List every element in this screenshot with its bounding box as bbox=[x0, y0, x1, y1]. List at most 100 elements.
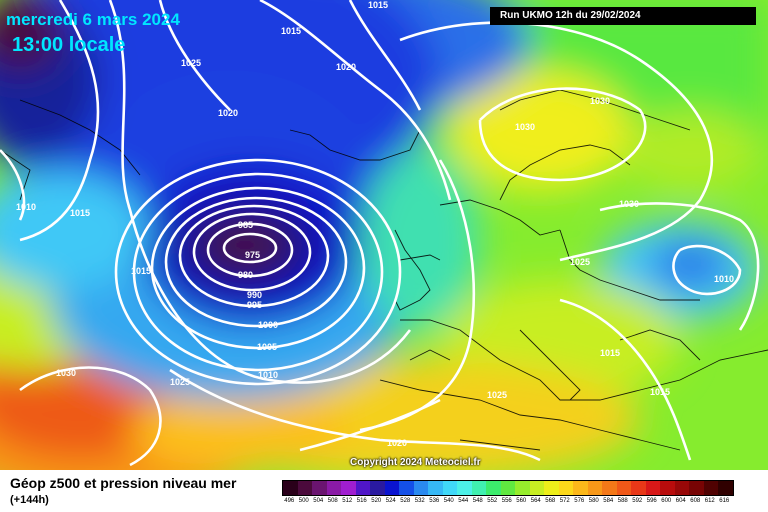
isobar-label: 1030 bbox=[590, 96, 610, 106]
isobar-label: 1025 bbox=[570, 257, 590, 267]
legend-swatch bbox=[370, 481, 385, 495]
legend-swatch bbox=[312, 481, 327, 495]
legend-label: 508 bbox=[327, 498, 338, 504]
legend-swatch bbox=[529, 481, 544, 495]
legend-label: 576 bbox=[574, 498, 585, 504]
legend-swatch bbox=[602, 481, 617, 495]
geopotential-field bbox=[0, 0, 768, 470]
isobar-label: 1030 bbox=[619, 199, 639, 209]
legend-swatch bbox=[660, 481, 675, 495]
legend-label: 544 bbox=[458, 498, 469, 504]
color-scale-legend: 496 500 504 508 512 516 520 524 528 532 536 540 544 5… bbox=[282, 480, 734, 504]
isobar-label: 1010 bbox=[714, 274, 734, 284]
legend-swatch bbox=[703, 481, 718, 495]
isobar-label: 1015 bbox=[650, 387, 670, 397]
legend-label: 516 bbox=[356, 498, 367, 504]
isobar-label: 1010 bbox=[16, 202, 36, 212]
legend-swatch bbox=[326, 481, 341, 495]
legend-swatch bbox=[297, 481, 312, 495]
forecast-date: mercredi 6 mars 2024 bbox=[6, 10, 180, 29]
legend-swatch bbox=[341, 481, 356, 495]
isobar-label: 980 bbox=[238, 270, 253, 280]
legend-swatch bbox=[544, 481, 559, 495]
forecast-local-time: 13:00 locale bbox=[12, 34, 126, 56]
legend-label: 604 bbox=[675, 498, 686, 504]
legend-swatch bbox=[587, 481, 602, 495]
legend-label: 608 bbox=[690, 498, 701, 504]
legend-label: 504 bbox=[313, 498, 324, 504]
isobar-label: 1030 bbox=[515, 122, 535, 132]
legend-swatch bbox=[486, 481, 501, 495]
legend-swatch bbox=[500, 481, 515, 495]
map-footer: Géop z500 et pression niveau mer (+144h)… bbox=[0, 470, 768, 512]
isobar-label: 1015 bbox=[600, 348, 620, 358]
isobar-label: 985 bbox=[238, 220, 253, 230]
isobar-label: 990 bbox=[247, 290, 262, 300]
legend-label: 524 bbox=[385, 498, 396, 504]
coastlines bbox=[0, 89, 768, 451]
legend-label: 596 bbox=[646, 498, 657, 504]
legend-swatch bbox=[355, 481, 370, 495]
legend-label: 520 bbox=[371, 498, 382, 504]
legend-label: 616 bbox=[719, 498, 730, 504]
legend-swatch bbox=[689, 481, 704, 495]
legend-label: 588 bbox=[617, 498, 628, 504]
isobar-label: 995 bbox=[247, 300, 262, 310]
legend-label: 552 bbox=[487, 498, 498, 504]
legend-swatch bbox=[645, 481, 660, 495]
forecast-lead-time: (+144h) bbox=[10, 494, 49, 506]
legend-label: 528 bbox=[400, 498, 411, 504]
legend-label: 580 bbox=[588, 498, 599, 504]
legend-label: 564 bbox=[530, 498, 541, 504]
legend-label: 560 bbox=[516, 498, 527, 504]
legend-label: 536 bbox=[429, 498, 440, 504]
legend-swatch bbox=[457, 481, 472, 495]
legend-label: 500 bbox=[298, 498, 309, 504]
isobar-label: 1000 bbox=[258, 320, 278, 330]
isobar-label: 1015 bbox=[368, 0, 388, 10]
legend-swatch bbox=[558, 481, 573, 495]
pressure-labels: 1015 1015 1025 1020 1020 1010 1015 1015 985 975 98… bbox=[16, 0, 734, 448]
legend-label: 548 bbox=[472, 498, 483, 504]
legend-swatch bbox=[471, 481, 486, 495]
legend-label: 556 bbox=[501, 498, 512, 504]
isobar-label: 1025 bbox=[181, 58, 201, 68]
isobar-lines bbox=[0, 0, 760, 467]
isobar-label: 1025 bbox=[170, 377, 190, 387]
isobar-label: 975 bbox=[245, 250, 260, 260]
isobar-label: 1015 bbox=[131, 266, 151, 276]
isobar-label: 1025 bbox=[487, 390, 507, 400]
model-run-info: Run UKMO 12h du 29/02/2024 bbox=[490, 7, 756, 25]
isobar-label: 1015 bbox=[281, 26, 301, 36]
isobar-label: 1005 bbox=[257, 342, 277, 352]
legend-swatch bbox=[718, 481, 733, 495]
isobar-label: 1030 bbox=[56, 368, 76, 378]
isobar-label: 1020 bbox=[387, 438, 407, 448]
legend-swatch bbox=[573, 481, 588, 495]
legend-swatch bbox=[413, 481, 428, 495]
legend-swatch bbox=[399, 481, 414, 495]
copyright-notice: Copyright 2024 Meteociel.fr bbox=[350, 457, 481, 468]
isobar-label: 1020 bbox=[218, 108, 238, 118]
map-title: Géop z500 et pression niveau mer bbox=[10, 475, 237, 491]
legend-label: 600 bbox=[661, 498, 672, 504]
legend-label: 512 bbox=[342, 498, 353, 504]
legend-swatch bbox=[442, 481, 457, 495]
legend-label: 496 bbox=[284, 498, 295, 504]
legend-swatch bbox=[674, 481, 689, 495]
isobar-label: 1020 bbox=[336, 62, 356, 72]
isobar-label: 1015 bbox=[70, 208, 90, 218]
legend-label: 612 bbox=[704, 498, 715, 504]
legend-label: 540 bbox=[443, 498, 454, 504]
legend-label: 572 bbox=[559, 498, 570, 504]
legend-swatch bbox=[631, 481, 646, 495]
legend-swatch bbox=[428, 481, 443, 495]
legend-label: 532 bbox=[414, 498, 425, 504]
legend-label: 584 bbox=[603, 498, 614, 504]
legend-swatch bbox=[616, 481, 631, 495]
legend-label: 592 bbox=[632, 498, 643, 504]
legend-swatch bbox=[384, 481, 399, 495]
isobar-label: 1010 bbox=[258, 370, 278, 380]
legend-labels: 496 500 504 508 512 516 520 524 528 532 536 540 544 5… bbox=[282, 498, 734, 504]
